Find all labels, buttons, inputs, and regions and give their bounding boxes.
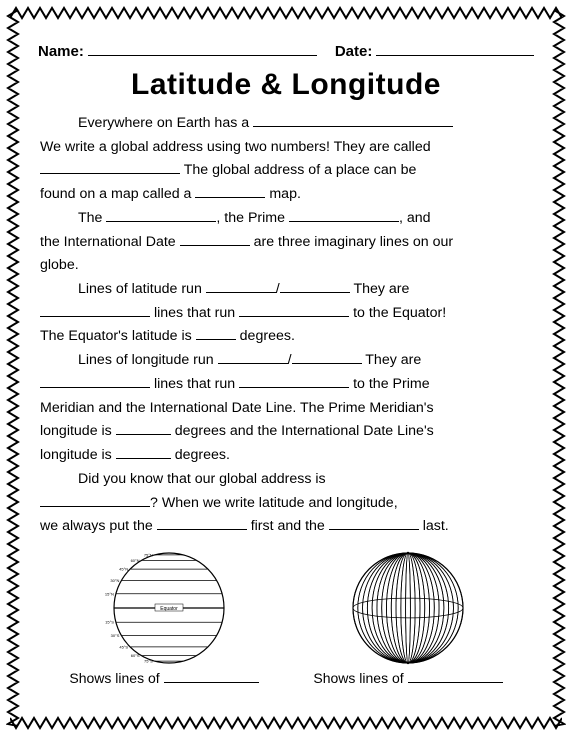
text: last. bbox=[423, 518, 449, 534]
text: Did you know that our global address is bbox=[78, 471, 326, 487]
text: to the Prime bbox=[353, 376, 430, 392]
text: degrees and the International Date Line'… bbox=[175, 423, 434, 439]
fill-blank[interactable] bbox=[40, 375, 150, 388]
svg-text:45°S: 45°S bbox=[119, 644, 128, 649]
text: Lines of longitude run bbox=[78, 352, 214, 368]
fill-blank[interactable] bbox=[40, 494, 150, 507]
header-row: Name: Date: bbox=[38, 42, 534, 60]
fill-blank[interactable] bbox=[206, 280, 276, 293]
worksheet-title: Latitude & Longitude bbox=[32, 68, 540, 102]
svg-text:30°N: 30°N bbox=[110, 578, 119, 583]
longitude-globe-icon bbox=[338, 548, 478, 668]
svg-text:15°S: 15°S bbox=[105, 620, 114, 625]
worksheet-page: Name: Date: Latitude & Longitude Everywh… bbox=[0, 0, 572, 736]
svg-text:15°N: 15°N bbox=[105, 591, 114, 596]
fill-blank[interactable] bbox=[408, 670, 503, 683]
text: They are bbox=[365, 352, 421, 368]
text: Lines of latitude run bbox=[78, 281, 202, 297]
text: map. bbox=[269, 186, 301, 202]
text: to the Equator! bbox=[353, 305, 446, 321]
svg-text:45°N: 45°N bbox=[119, 567, 128, 572]
text: the International Date bbox=[40, 234, 176, 250]
text: lines that run bbox=[154, 305, 235, 321]
longitude-diagram: Shows lines of bbox=[313, 548, 502, 686]
date-blank[interactable] bbox=[376, 42, 534, 56]
text: Everywhere on Earth has a bbox=[78, 115, 249, 131]
latitude-diagram: 75°S 60°S45°S 30°S 15°S 15°N 30°N 45°N60°N 75°N… bbox=[69, 548, 258, 686]
svg-text:75°S: 75°S bbox=[144, 659, 153, 664]
zigzag-border-right bbox=[552, 10, 566, 726]
text: ? When we write latitude and longitude, bbox=[150, 495, 398, 511]
text: The bbox=[78, 210, 102, 226]
text: longitude is bbox=[40, 447, 112, 463]
svg-text:30°S: 30°S bbox=[111, 633, 120, 638]
date-label: Date: bbox=[335, 43, 373, 60]
caption-text: Shows lines of bbox=[313, 670, 403, 686]
diagrams-row: 75°S 60°S45°S 30°S 15°S 15°N 30°N 45°N60°N 75°N… bbox=[32, 548, 540, 686]
text: found on a map called a bbox=[40, 186, 191, 202]
svg-text:Equator: Equator bbox=[160, 606, 178, 612]
text: The Equator's latitude is bbox=[40, 328, 192, 344]
fill-blank[interactable] bbox=[164, 670, 259, 683]
text: , and bbox=[399, 210, 431, 226]
latitude-caption: Shows lines of bbox=[69, 670, 258, 686]
name-label: Name: bbox=[38, 43, 84, 60]
zigzag-border-bottom bbox=[10, 716, 562, 730]
text: are three imaginary lines on our bbox=[254, 234, 454, 250]
fill-blank[interactable] bbox=[40, 162, 180, 175]
text: lines that run bbox=[154, 376, 235, 392]
svg-text:60°N: 60°N bbox=[131, 558, 140, 563]
fill-blank[interactable] bbox=[195, 185, 265, 198]
fill-blank[interactable] bbox=[106, 209, 216, 222]
text: longitude is bbox=[40, 423, 112, 439]
text: Meridian and the International Date Line… bbox=[40, 400, 434, 416]
caption-text: Shows lines of bbox=[69, 670, 159, 686]
text: They are bbox=[353, 281, 409, 297]
fill-blank[interactable] bbox=[239, 304, 349, 317]
svg-text:75°N: 75°N bbox=[144, 552, 153, 557]
text: we always put the bbox=[40, 518, 153, 534]
text: , the Prime bbox=[216, 210, 285, 226]
fill-blank[interactable] bbox=[218, 351, 288, 364]
fill-blank[interactable] bbox=[157, 517, 247, 530]
fill-blank[interactable] bbox=[280, 280, 350, 293]
longitude-caption: Shows lines of bbox=[313, 670, 502, 686]
zigzag-border-left bbox=[6, 10, 20, 726]
svg-text:60°S: 60°S bbox=[131, 653, 140, 658]
fill-blank[interactable] bbox=[239, 375, 349, 388]
fill-blank[interactable] bbox=[116, 423, 171, 436]
fill-blank[interactable] bbox=[196, 328, 236, 341]
fill-blank[interactable] bbox=[40, 304, 150, 317]
fill-blank[interactable] bbox=[292, 351, 362, 364]
fill-blank[interactable] bbox=[329, 517, 419, 530]
name-blank[interactable] bbox=[88, 42, 317, 56]
body-text: Everywhere on Earth has a We write a glo… bbox=[32, 112, 540, 538]
text: We write a global address using two numb… bbox=[40, 139, 431, 155]
text: first and the bbox=[251, 518, 325, 534]
text: globe. bbox=[40, 257, 79, 273]
date-field: Date: bbox=[335, 42, 534, 60]
fill-blank[interactable] bbox=[116, 446, 171, 459]
fill-blank[interactable] bbox=[289, 209, 399, 222]
text: The global address of a place can be bbox=[184, 162, 417, 178]
zigzag-border-top bbox=[10, 6, 562, 20]
text: degrees. bbox=[240, 328, 295, 344]
name-field: Name: bbox=[38, 42, 317, 60]
text: degrees. bbox=[175, 447, 230, 463]
latitude-globe-icon: 75°S 60°S45°S 30°S 15°S 15°N 30°N 45°N60°N 75°N… bbox=[94, 548, 234, 668]
fill-blank[interactable] bbox=[253, 114, 453, 127]
fill-blank[interactable] bbox=[180, 233, 250, 246]
